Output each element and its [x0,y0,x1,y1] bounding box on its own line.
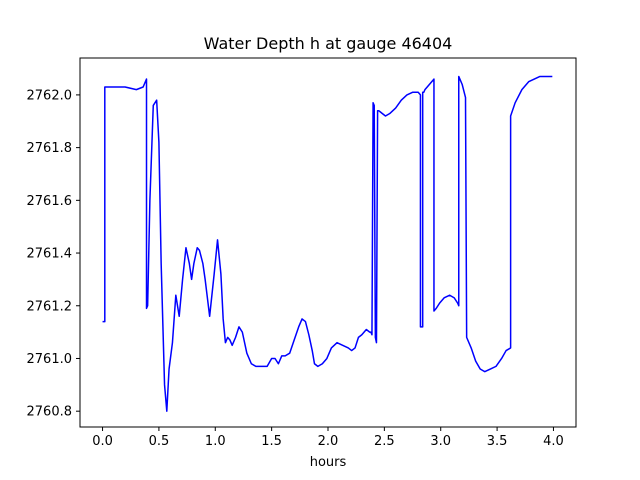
x-axis-ticks: 0.0 0.5 1.0 1.5 2.0 2.5 3.0 3.5 4.0 [92,427,564,449]
x-tick-label: 3.5 [487,434,508,449]
y-tick-label: 2761.0 [27,352,73,367]
x-tick-label: 3.0 [430,434,451,449]
x-tick-label: 2.0 [318,434,339,449]
x-axis-label: hours [310,455,347,470]
y-tick-label: 2760.8 [27,405,73,420]
chart-title: Water Depth h at gauge 46404 [204,34,453,53]
series-line-water-depth [102,75,553,412]
x-tick-label: 2.5 [374,434,395,449]
y-tick-label: 2761.4 [27,247,73,262]
x-tick-label: 0.0 [92,434,113,449]
x-tick-label: 1.0 [205,434,226,449]
y-tick-label: 2761.6 [27,194,73,209]
x-tick-label: 0.5 [149,434,170,449]
y-tick-label: 2761.2 [27,299,73,314]
y-tick-label: 2762.0 [27,88,73,103]
x-tick-label: 4.0 [543,434,564,449]
x-tick-label: 1.5 [261,434,282,449]
plot-area [80,58,576,427]
plot-background [80,58,576,427]
y-axis-ticks: 2760.8 2761.0 2761.2 2761.4 2761.6 2761.8 2762… [27,88,80,420]
y-tick-label: 2761.8 [27,141,73,156]
